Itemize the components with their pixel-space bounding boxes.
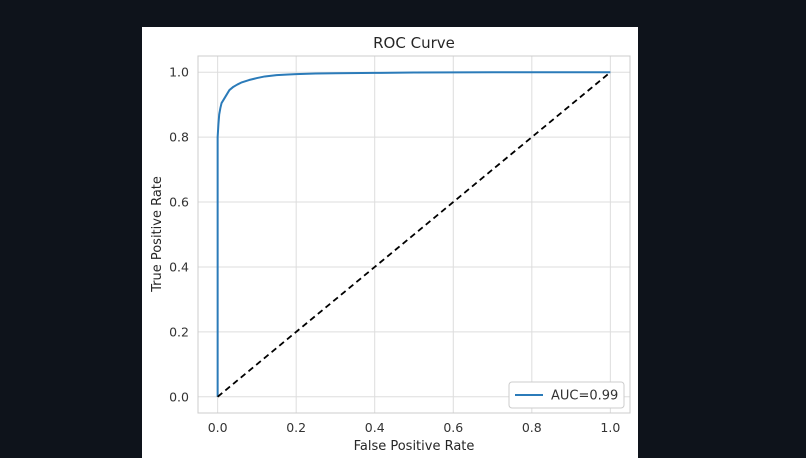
x-tick-label: 0.8 (522, 420, 542, 435)
y-tick-label: 0.6 (169, 195, 189, 210)
series-layer (216, 71, 611, 398)
x-tick-label: 0.0 (208, 420, 228, 435)
x-tick-label: 0.4 (365, 420, 385, 435)
y-tick-label: 0.8 (169, 130, 189, 145)
y-tick-label: 0.4 (169, 259, 189, 274)
y-tick-label: 0.2 (169, 324, 189, 339)
legend: AUC=0.99 (508, 381, 625, 409)
x-tick-label: 0.2 (286, 420, 306, 435)
x-axis-label: False Positive Rate (354, 439, 475, 454)
y-tick-label: 0.0 (169, 389, 189, 404)
x-tick-label: 0.6 (443, 420, 463, 435)
chart-title: ROC Curve (373, 34, 455, 52)
grid (198, 56, 630, 413)
chance-diagonal-line (217, 71, 611, 398)
legend-box (508, 381, 625, 409)
y-axis-label: True Positive Rate (150, 176, 165, 293)
roc-series-line (216, 71, 611, 397)
plot-frame (197, 55, 631, 414)
y-tick-label: 1.0 (169, 65, 189, 80)
legend-label: AUC=0.99 (551, 389, 618, 404)
x-tick-label: 1.0 (600, 420, 620, 435)
tick-labels: 0.0 0.2 0.4 0.6 0.8 1.0 0.0 0.2 0.4 0.6 0.8 1.0 (169, 65, 620, 435)
